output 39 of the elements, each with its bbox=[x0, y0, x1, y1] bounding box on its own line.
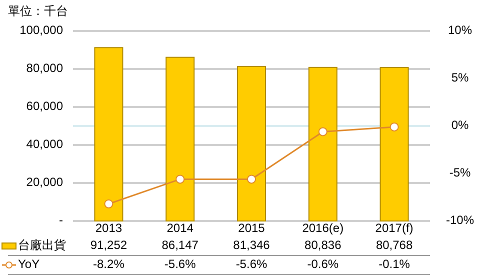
point bbox=[104, 199, 114, 208]
point bbox=[247, 174, 256, 184]
data-label: -5.6% bbox=[236, 257, 268, 272]
bar bbox=[237, 66, 266, 222]
y-tick-label: 20,000 bbox=[26, 175, 64, 190]
bar bbox=[166, 56, 195, 222]
data-label: -5.6% bbox=[164, 257, 196, 272]
y2-tick-label: -10% bbox=[446, 213, 474, 228]
y-tick-label: - bbox=[59, 213, 63, 228]
point bbox=[318, 127, 328, 136]
y-tick-label: 40,000 bbox=[26, 137, 64, 152]
y-tick-label: 60,000 bbox=[26, 99, 64, 114]
data-label: -0.6% bbox=[307, 257, 339, 272]
bar bbox=[380, 67, 409, 222]
x-tick-label: 2013 bbox=[95, 221, 122, 236]
x-tick-label: 2017(f) bbox=[375, 221, 414, 236]
data-label: 80,836 bbox=[304, 238, 342, 252]
data-label: 91,252 bbox=[90, 238, 128, 252]
data-label: 80,768 bbox=[376, 238, 413, 252]
data-label: 86,147 bbox=[162, 238, 199, 252]
y2-tick-label: 0% bbox=[451, 118, 469, 132]
y-tick-label: 100,000 bbox=[20, 23, 64, 38]
bar bbox=[94, 47, 124, 222]
y2-tick-label: 5% bbox=[451, 70, 469, 85]
y2-tick-label: 10% bbox=[448, 23, 472, 38]
x-tick-label: 2015 bbox=[238, 221, 266, 236]
point bbox=[390, 122, 399, 132]
data-label: -0.1% bbox=[378, 257, 410, 272]
legend-label: YoY bbox=[18, 257, 40, 272]
data-label: 81,346 bbox=[233, 238, 270, 252]
y-tick-label: 80,000 bbox=[26, 61, 64, 76]
y2-tick-label: -5% bbox=[449, 166, 471, 180]
legend-label: 台廠出貨 bbox=[18, 238, 66, 252]
data-label: -8.2% bbox=[93, 257, 125, 272]
point bbox=[176, 174, 185, 184]
x-tick-label: 2014 bbox=[166, 221, 194, 236]
ylabel: 單位：千台 bbox=[8, 4, 68, 18]
x-tick-label: 2016(e) bbox=[302, 221, 344, 236]
bar bbox=[308, 66, 338, 222]
